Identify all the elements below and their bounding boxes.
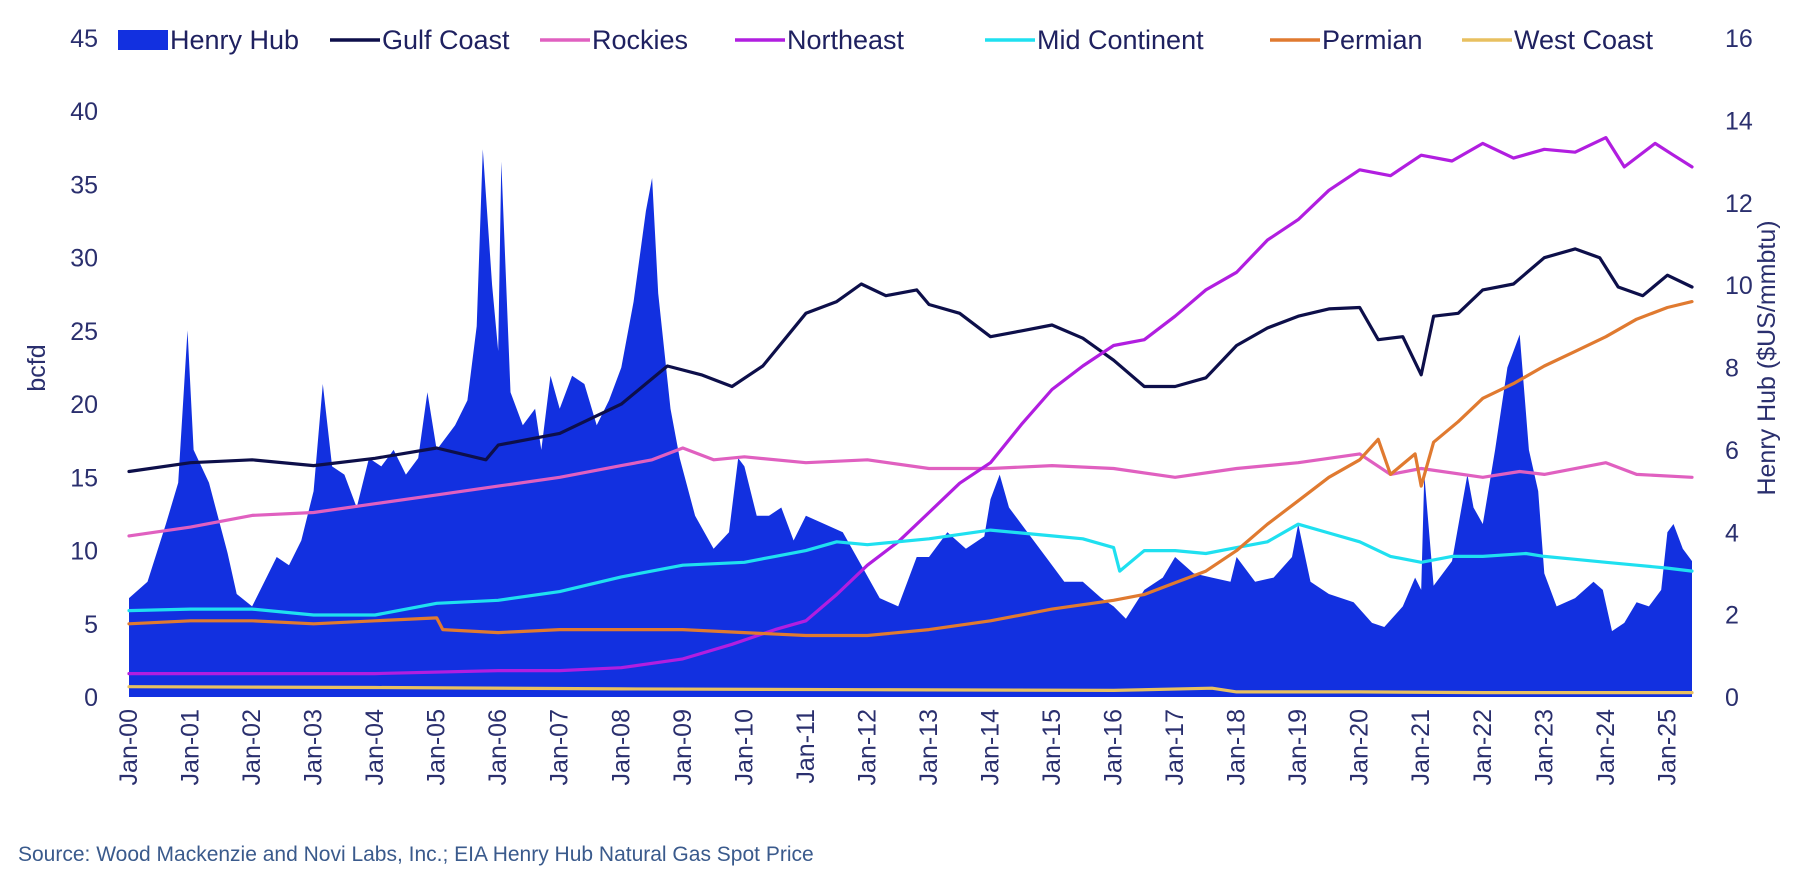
right-tick-label: 14 xyxy=(1725,107,1753,135)
series-line-mid-continent xyxy=(127,522,1694,617)
right-tick-label: 12 xyxy=(1725,190,1753,218)
x-tick-label: Jan-22 xyxy=(1469,709,1497,785)
legend-label-henry-hub: Henry Hub xyxy=(170,25,299,55)
left-tick-label: 15 xyxy=(70,464,98,492)
left-axis-ticks: 0 5 10 15 20 25 30 35 40 45 xyxy=(70,25,98,712)
right-axis-ticks: 0 2 4 6 8 10 12 14 16 xyxy=(1725,25,1753,712)
x-tick-label: Jan-09 xyxy=(669,709,697,785)
x-tick-label: Jan-05 xyxy=(423,709,451,785)
left-tick-label: 45 xyxy=(70,25,98,53)
henry-hub-area-layer xyxy=(129,149,1692,697)
x-tick-label: Jan-10 xyxy=(730,709,758,785)
x-tick-label: Jan-04 xyxy=(361,709,389,786)
x-tick-label: Jan-25 xyxy=(1653,709,1681,785)
x-tick-label: Jan-01 xyxy=(177,709,205,785)
x-tick-label: Jan-02 xyxy=(238,709,266,785)
x-tick-label: Jan-03 xyxy=(300,709,328,785)
legend: Henry Hub Gulf Coast Rockies Northeast Mid C… xyxy=(118,25,1654,55)
left-tick-label: 30 xyxy=(70,245,98,273)
series-line-rockies xyxy=(127,446,1694,538)
legend-label-gulf-coast: Gulf Coast xyxy=(382,25,510,55)
right-tick-label: 6 xyxy=(1725,437,1739,465)
x-tick-label: Jan-12 xyxy=(853,709,881,785)
left-axis-title: bcfd xyxy=(23,344,51,391)
x-tick-label: Jan-07 xyxy=(546,709,574,785)
x-tick-label: Jan-20 xyxy=(1346,709,1374,785)
x-tick-label: Jan-14 xyxy=(977,709,1005,786)
legend-label-west-coast: West Coast xyxy=(1514,25,1654,55)
left-tick-label: 5 xyxy=(84,611,98,639)
x-tick-label: Jan-11 xyxy=(792,709,820,784)
left-tick-label: 25 xyxy=(70,318,98,346)
legend-label-northeast: Northeast xyxy=(787,25,905,55)
x-tick-label: Jan-13 xyxy=(915,709,943,785)
left-tick-label: 35 xyxy=(70,171,98,199)
legend-label-mid-continent: Mid Continent xyxy=(1037,25,1204,55)
right-tick-label: 8 xyxy=(1725,355,1739,383)
x-tick-label: Jan-23 xyxy=(1530,709,1558,785)
legend-label-rockies: Rockies xyxy=(592,25,688,55)
x-tick-label: Jan-17 xyxy=(1161,709,1189,785)
legend-label-permian: Permian xyxy=(1322,25,1423,55)
series-line-permian xyxy=(127,300,1694,638)
x-tick-label: Jan-16 xyxy=(1100,709,1128,785)
right-tick-label: 16 xyxy=(1725,25,1753,53)
x-axis-ticks: Jan-00 Jan-01 Jan-02 Jan-03 Jan-04 Jan-05 Jan-… xyxy=(115,709,1681,786)
series-line-northeast xyxy=(127,136,1694,676)
left-tick-label: 40 xyxy=(70,98,98,126)
left-tick-label: 20 xyxy=(70,391,98,419)
x-tick-label: Jan-18 xyxy=(1223,709,1251,785)
henry-hub-area xyxy=(129,149,1692,697)
legend-swatch-henry-hub xyxy=(118,30,168,50)
series-line-gulf-coast xyxy=(127,247,1694,474)
x-tick-label: Jan-08 xyxy=(607,709,635,785)
x-tick-label: Jan-21 xyxy=(1407,709,1435,785)
series-lines-layer xyxy=(127,136,1694,695)
left-tick-label: 10 xyxy=(70,538,98,566)
right-tick-label: 0 xyxy=(1725,684,1739,712)
x-tick-label: Jan-15 xyxy=(1038,709,1066,785)
right-tick-label: 2 xyxy=(1725,602,1739,630)
x-tick-label: Jan-24 xyxy=(1592,709,1620,786)
right-tick-label: 4 xyxy=(1725,519,1739,547)
left-tick-label: 0 xyxy=(84,684,98,712)
x-tick-label: Jan-06 xyxy=(484,709,512,785)
series-line-west-coast xyxy=(127,685,1694,695)
source-note: Source: Wood Mackenzie and Novi Labs, In… xyxy=(18,843,814,866)
right-axis-title: Henry Hub ($US/mmbtu) xyxy=(1753,220,1781,495)
x-tick-label: Jan-00 xyxy=(115,709,143,785)
x-tick-label: Jan-19 xyxy=(1284,709,1312,785)
right-tick-label: 10 xyxy=(1725,272,1753,300)
